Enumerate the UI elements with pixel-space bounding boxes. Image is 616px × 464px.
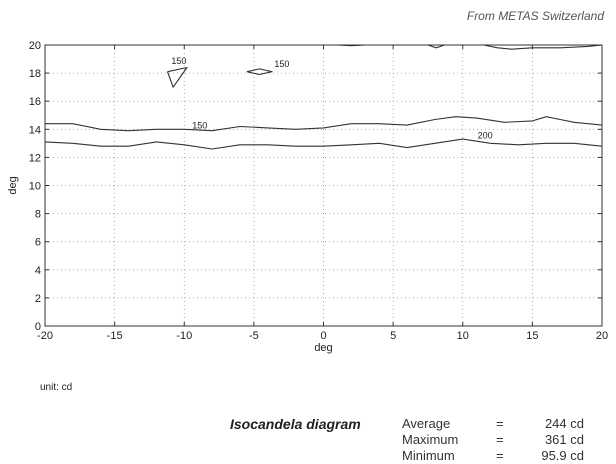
source-credit: From METAS Switzerland	[466, 9, 604, 23]
x-tick-label: 15	[526, 330, 538, 342]
contour-label-3: 150	[171, 56, 186, 66]
y-tick-label: 14	[29, 124, 41, 136]
stat-maximum-equals: =	[496, 432, 504, 447]
x-tick-label: 5	[390, 330, 396, 342]
contour-line-1	[45, 116, 603, 132]
x-tick-label: -5	[249, 330, 259, 342]
stat-average-row: Average = 244 cd	[402, 416, 592, 432]
stat-maximum-row: Maximum = 361 cd	[402, 432, 592, 448]
y-tick-label: 16	[29, 96, 41, 108]
contour-label-2: 200	[478, 131, 493, 141]
plot-frame	[44, 44, 603, 327]
contour-line-3	[166, 66, 188, 88]
x-tick-label: -10	[176, 330, 192, 342]
y-tick-label: 20	[29, 40, 41, 52]
contour-line-4	[246, 68, 273, 76]
x-tick-label: 20	[596, 330, 608, 342]
isocandela-chart: -20 -15 -10 -5 0 5 10 15 20024681012141618201502…	[7, 40, 608, 354]
stat-minimum-label: Minimum	[402, 448, 455, 463]
x-tick-label: 0	[320, 330, 326, 342]
y-tick-label: 6	[35, 237, 41, 249]
contour-line-7	[483, 44, 603, 50]
y-tick-label: 12	[29, 152, 41, 164]
x-axis-title: deg	[314, 342, 332, 354]
stat-average-label: Average	[402, 416, 451, 431]
unit-label: unit: cd	[40, 382, 73, 393]
contour-label-4: 150	[274, 59, 289, 69]
y-tick-label: 2	[35, 293, 41, 305]
y-tick-label: 8	[35, 209, 41, 221]
stat-average-value: 244 cd	[544, 416, 584, 431]
x-tick-label: -20	[37, 330, 53, 342]
x-tick-label: -15	[107, 330, 123, 342]
y-tick-label: 18	[29, 68, 41, 80]
y-tick-label: 0	[35, 321, 41, 333]
stat-minimum-value: 95.9 cd	[541, 448, 584, 463]
y-tick-label: 10	[29, 181, 41, 193]
stat-minimum-equals: =	[496, 448, 504, 463]
y-tick-label: 4	[35, 265, 41, 277]
contour-label-1: 150	[192, 121, 207, 131]
x-tick-label: 10	[457, 330, 469, 342]
diagram-title: Isocandela diagram	[230, 416, 361, 432]
contour-line-6	[427, 44, 445, 49]
stat-minimum-row: Minimum = 95.9 cd	[402, 448, 592, 464]
stat-maximum-label: Maximum	[402, 432, 459, 447]
y-axis-title: deg	[7, 176, 19, 194]
contour-line-2	[44, 138, 603, 150]
stat-maximum-value: 361 cd	[544, 432, 584, 447]
stat-average-equals: =	[496, 416, 504, 431]
